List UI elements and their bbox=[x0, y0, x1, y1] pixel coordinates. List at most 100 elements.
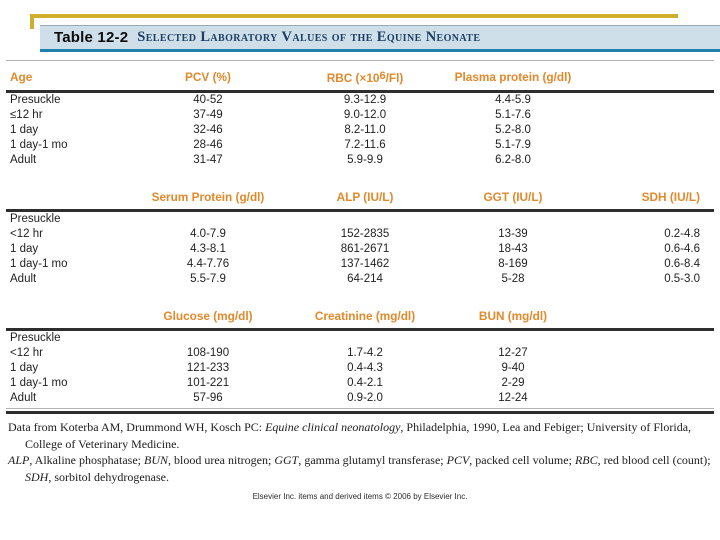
table-row: Adult 5.5-7.9 64-214 5-28 0.5-3.0 bbox=[6, 272, 714, 287]
table-cell bbox=[134, 211, 282, 228]
table-cell: 5.9-9.9 bbox=[347, 154, 383, 166]
table-cell: 0.6-4.6 bbox=[664, 243, 700, 255]
table-cell: 8.2-11.0 bbox=[344, 124, 386, 136]
table-cell: 0.9-2.0 bbox=[347, 392, 383, 404]
column-header-blank bbox=[6, 301, 134, 331]
column-header-creatinine: Creatinine (mg/dl) bbox=[282, 301, 448, 331]
table-cell bbox=[578, 123, 714, 138]
table-cell bbox=[578, 330, 714, 347]
table-cell: 18-43 bbox=[498, 243, 528, 255]
age-cell: 1 day-1 mo bbox=[10, 258, 68, 270]
table-row: Presuckle bbox=[6, 211, 714, 228]
column-header-sdh: SDH (IU/L) bbox=[578, 182, 714, 212]
table-cell bbox=[578, 346, 714, 361]
table-row: 1 day 4.3-8.1 861-2671 18-43 0.6-4.6 bbox=[6, 242, 714, 257]
table-cell: 40-52 bbox=[193, 94, 223, 106]
table-row: Presuckle 40-52 9.3-12.9 4.4-5.9 bbox=[6, 92, 714, 109]
age-cell: Presuckle bbox=[10, 94, 61, 106]
table-cell: 4.4-5.9 bbox=[495, 94, 531, 106]
table-row: Adult 31-47 5.9-9.9 6.2-8.0 bbox=[6, 153, 714, 168]
table-cell: 12-27 bbox=[498, 347, 528, 359]
table-cell: 28-46 bbox=[193, 139, 223, 151]
table-cell: 6.2-8.0 bbox=[495, 154, 531, 166]
column-header-rbc: RBC (×106/Fl) bbox=[282, 60, 448, 93]
age-cell: <12 hr bbox=[10, 347, 43, 359]
column-header-pcv: PCV (%) bbox=[134, 60, 282, 93]
table-cell: 0.2-4.8 bbox=[664, 228, 700, 240]
column-header-blank bbox=[578, 60, 714, 93]
section1-header-row: Age PCV (%) RBC (×106/Fl) Plasma protein… bbox=[6, 60, 714, 93]
table-row: 1 day-1 mo 4.4-7.76 137-1462 8-169 0.6-8… bbox=[6, 257, 714, 272]
table-cell bbox=[578, 361, 714, 376]
table-row: <12 hr 108-190 1.7-4.2 12-27 bbox=[6, 346, 714, 361]
gold-accent-horizontal-rule bbox=[30, 14, 678, 18]
column-header-plasma-protein: Plasma protein (g/dl) bbox=[448, 60, 578, 93]
table-cell: 5.5-7.9 bbox=[190, 273, 226, 285]
table-bottom-thin-rule bbox=[6, 408, 714, 409]
table-cell: 4.0-7.9 bbox=[190, 228, 226, 240]
table-footnotes: Data from Koterba AM, Drummond WH, Kosch… bbox=[8, 419, 718, 485]
column-header-age: Age bbox=[6, 60, 134, 93]
table-cell: 13-39 bbox=[498, 228, 528, 240]
table-cell: 5.1-7.9 bbox=[495, 139, 531, 151]
column-header-bun: BUN (mg/dl) bbox=[448, 301, 578, 331]
table-cell: 32-46 bbox=[193, 124, 223, 136]
table-title-bar: Table 12-2 Selected Laboratory Values of… bbox=[40, 25, 720, 52]
column-header-blank bbox=[578, 301, 714, 331]
age-cell: 1 day bbox=[10, 124, 39, 136]
table-cell: 57-96 bbox=[193, 392, 223, 404]
table-cell: 5-28 bbox=[501, 273, 525, 285]
age-cell: Adult bbox=[10, 392, 37, 404]
table-cell: 9.3-12.9 bbox=[343, 94, 387, 106]
age-cell: <12 hr bbox=[10, 228, 43, 240]
section-spacer bbox=[6, 168, 714, 182]
table-cell bbox=[282, 211, 448, 228]
table-title: Selected Laboratory Values of the Equine… bbox=[137, 29, 481, 45]
table-number-label: Table 12-2 bbox=[54, 29, 129, 46]
age-cell: Presuckle bbox=[10, 213, 61, 225]
age-cell: 1 day bbox=[10, 243, 39, 255]
table-cell: 9-40 bbox=[501, 362, 525, 374]
table-cell bbox=[578, 108, 714, 123]
table-cell: 7.2-11.6 bbox=[344, 139, 386, 151]
source-note: Data from Koterba AM, Drummond WH, Kosch… bbox=[8, 420, 692, 451]
column-header-blank bbox=[6, 182, 134, 212]
table-cell bbox=[282, 330, 448, 347]
table-cell: 121-233 bbox=[186, 362, 230, 374]
table-row: Adult 57-96 0.9-2.0 12-24 bbox=[6, 391, 714, 406]
age-cell: 1 day bbox=[10, 362, 39, 374]
table-row: 1 day 121-233 0.4-4.3 9-40 bbox=[6, 361, 714, 376]
table-cell: 64-214 bbox=[347, 273, 383, 285]
table-cell: 137-1462 bbox=[340, 258, 390, 270]
table-cell: 4.4-7.76 bbox=[186, 258, 230, 270]
table-cell bbox=[578, 138, 714, 153]
table-cell: 1.7-4.2 bbox=[347, 347, 383, 359]
table-cell: 0.5-3.0 bbox=[664, 273, 700, 285]
age-cell: 1 day-1 mo bbox=[10, 139, 68, 151]
table-cell bbox=[578, 391, 714, 406]
table-cell bbox=[578, 376, 714, 391]
table-cell bbox=[448, 211, 578, 228]
gold-accent-corner-rule bbox=[30, 14, 34, 29]
table-cell: 4.3-8.1 bbox=[190, 243, 226, 255]
table-cell: 101-221 bbox=[186, 377, 230, 389]
section2-header-row: Serum Protein (g/dl) ALP (IU/L) GGT (IU/… bbox=[6, 182, 714, 212]
table-cell: 0.6-8.4 bbox=[664, 258, 700, 270]
table-cell: 0.4-2.1 bbox=[347, 377, 383, 389]
table-row: Presuckle bbox=[6, 330, 714, 347]
table-cell: 2-29 bbox=[501, 377, 525, 389]
age-cell: Presuckle bbox=[10, 332, 61, 344]
table-row: 1 day 32-46 8.2-11.0 5.2-8.0 bbox=[6, 123, 714, 138]
section3-header-row: Glucose (mg/dl) Creatinine (mg/dl) BUN (… bbox=[6, 301, 714, 331]
age-cell: 1 day-1 mo bbox=[10, 377, 68, 389]
table-row: <12 hr 4.0-7.9 152-2835 13-39 0.2-4.8 bbox=[6, 227, 714, 242]
table-cell bbox=[134, 330, 282, 347]
table-cell: 5.2-8.0 bbox=[495, 124, 531, 136]
column-header-serum-protein: Serum Protein (g/dl) bbox=[134, 182, 282, 212]
table-cell: 31-47 bbox=[193, 154, 223, 166]
table-cell bbox=[448, 330, 578, 347]
section-spacer bbox=[6, 287, 714, 301]
table-row: 1 day-1 mo 28-46 7.2-11.6 5.1-7.9 bbox=[6, 138, 714, 153]
table-cell: 37-49 bbox=[193, 109, 223, 121]
column-header-alp: ALP (IU/L) bbox=[282, 182, 448, 212]
